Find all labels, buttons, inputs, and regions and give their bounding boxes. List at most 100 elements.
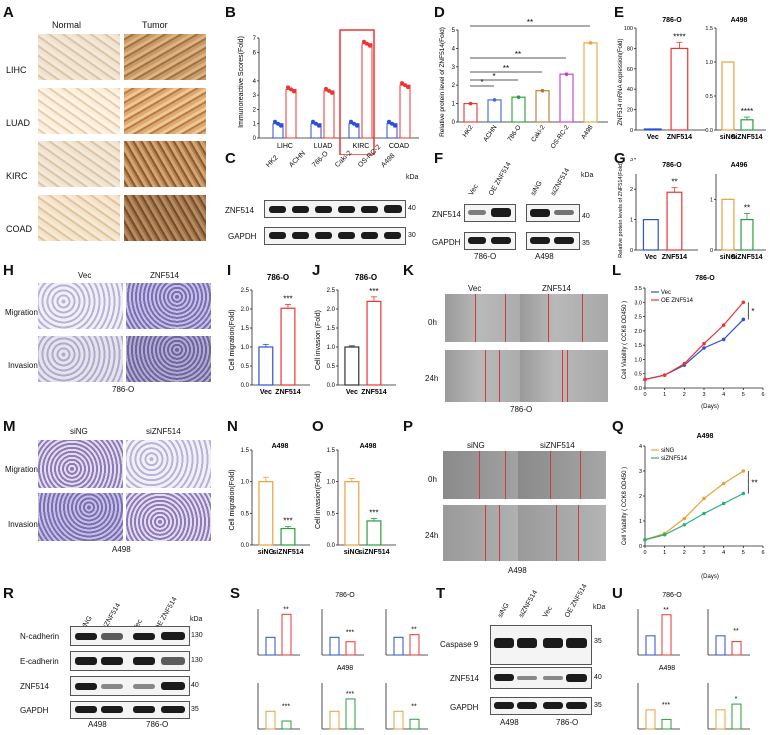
y-tick-label: 0 (630, 248, 633, 254)
transwell-image (126, 493, 211, 541)
bar (323, 90, 335, 139)
category-label: HK2 (462, 124, 475, 139)
series-line (644, 301, 744, 381)
bar (393, 710, 404, 730)
k-cell: 786-O (510, 405, 533, 414)
ihc-image (38, 88, 120, 134)
y-tick-label: 2 (452, 83, 456, 89)
data-point (400, 81, 404, 86)
x-tick-label: 4 (722, 392, 725, 398)
bar (715, 635, 726, 656)
blot-strip (264, 227, 406, 245)
bar (258, 346, 274, 386)
y-tick-label: 2.0 (327, 307, 336, 313)
y-tick-label: 0 (710, 248, 713, 254)
chart-u: 786-O A498 ******** (637, 592, 750, 730)
bar (731, 641, 742, 656)
bar (511, 96, 526, 123)
n-title: A498 (272, 443, 289, 450)
data-point (390, 121, 394, 126)
y-tick-label: 0.0 (327, 383, 336, 389)
category-label: Vec (346, 389, 358, 396)
bar (715, 709, 726, 730)
significance: *** (346, 691, 354, 698)
bar (265, 710, 276, 730)
o-title: A498 (360, 443, 377, 450)
bar (666, 191, 683, 251)
category-label: siNG (720, 134, 737, 141)
bar (281, 613, 292, 656)
panel-label-m: M (3, 418, 16, 435)
data-point (662, 373, 667, 377)
transwell-image (126, 336, 211, 382)
y-tick-label: 4 (639, 444, 642, 450)
panel-label-k: K (403, 262, 414, 279)
data-point (741, 300, 746, 305)
data-point (330, 90, 334, 95)
ihc-normal-header: Normal (52, 20, 82, 30)
r-row: N-cadherin (20, 632, 60, 641)
r-mw: 130 (191, 657, 203, 664)
y-tick-label: 1.0 (241, 345, 250, 351)
t-row: ZNF514 (450, 674, 479, 683)
category-label: OS-RC-2 (550, 124, 571, 150)
y-tick-label: 60 (627, 67, 633, 73)
f-row-label: GAPDH (432, 238, 461, 247)
bar (583, 42, 598, 123)
y-tick-label: 0.5 (634, 372, 642, 378)
panel-label-j: J (312, 262, 321, 279)
y-tick-label: 0.0 (327, 543, 336, 549)
data-point (702, 346, 706, 350)
r-row: E-cadherin (20, 657, 59, 666)
significance: **** (673, 32, 685, 41)
significance: ** (671, 178, 677, 187)
x-tick-label: 1 (663, 392, 666, 398)
y-tick-label: 1 (253, 122, 257, 128)
x-tick-label: 0 (643, 392, 646, 398)
category-label: siZNF514 (731, 134, 762, 141)
blot-strip (70, 626, 190, 646)
y-tick-label: 0.5 (241, 364, 250, 370)
panel-label-f: F (434, 150, 444, 167)
data-point (289, 87, 293, 92)
significance: * (751, 307, 754, 316)
f-row-label: ZNF514 (432, 210, 461, 219)
panel-label-d: D (434, 4, 445, 21)
bar (265, 636, 276, 656)
significance: ** (744, 204, 750, 213)
data-point (362, 39, 366, 44)
x-tick-label: 2 (683, 550, 686, 556)
y-tick-label: 0 (452, 120, 456, 126)
significance: *** (283, 294, 292, 303)
data-point (403, 83, 407, 88)
bar (661, 718, 672, 730)
x-tick-label: 5 (742, 550, 745, 556)
transwell-image (38, 336, 123, 382)
p-col: siZNF514 (540, 441, 575, 450)
scratch-image (445, 294, 533, 342)
y-tick-label: 80 (627, 46, 633, 52)
data-point (352, 121, 356, 126)
bar (559, 73, 574, 123)
x-tick-label: 0 (643, 550, 646, 556)
data-point (492, 98, 497, 102)
r-cell: A498 (88, 720, 107, 729)
p-cell: A498 (508, 566, 527, 575)
bar (393, 636, 404, 656)
ihc-row-label: LIHC (6, 65, 27, 75)
n-ylabel: Cell migration(Fold) (229, 469, 236, 530)
data-point (702, 341, 706, 346)
chart-s: 786-O A498 ***** ********** (257, 592, 428, 730)
significance: * (735, 696, 738, 703)
category-label: ACHN (482, 124, 498, 143)
scratch-image (520, 294, 608, 342)
data-point (314, 121, 318, 126)
y-tick-label: 1.5 (241, 326, 250, 332)
chart-e: ZNF514 mRNA expression(Fold) 786-O A498 … (618, 17, 766, 141)
o-ylabel: Cell invasion(Fold) (315, 471, 322, 529)
series-line (644, 319, 744, 381)
m-row: Invasion (8, 520, 38, 529)
chart-o: A498 Cell invasion(Fold) 0.0 0.5 1.0 1.5 siN… (315, 443, 396, 556)
chart-i: 786-O Cell migration(Fold) 0.0 0.5 1.0 1.5 2… (229, 273, 310, 396)
significance: * (480, 78, 483, 87)
